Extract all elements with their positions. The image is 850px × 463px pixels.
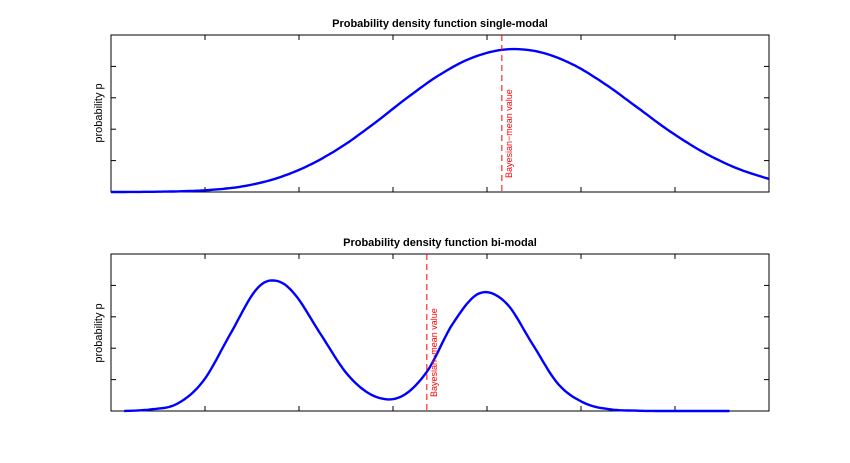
pdf-curve-single-modal bbox=[111, 47, 770, 194]
bayesian-mean-label: Bayesian−mean value bbox=[429, 308, 439, 397]
chart-bi-modal: Probability density function bi-modal pr… bbox=[93, 237, 770, 413]
chart-title: Probability density function single-moda… bbox=[332, 18, 548, 30]
axis-ticks bbox=[110, 254, 770, 411]
bayesian-mean-label: Bayesian−mean value bbox=[504, 89, 514, 178]
plot-area-frame bbox=[110, 253, 770, 412]
axis-ticks bbox=[110, 35, 770, 192]
chart-title: Probability density function bi-modal bbox=[343, 237, 537, 249]
pdf-curve-bi-modal bbox=[124, 279, 730, 413]
y-axis-label: probability p bbox=[93, 83, 105, 142]
chart-single-modal: Probability density function single-moda… bbox=[93, 18, 770, 194]
y-axis-label: probability p bbox=[93, 303, 105, 362]
plot-area-frame bbox=[110, 34, 770, 193]
